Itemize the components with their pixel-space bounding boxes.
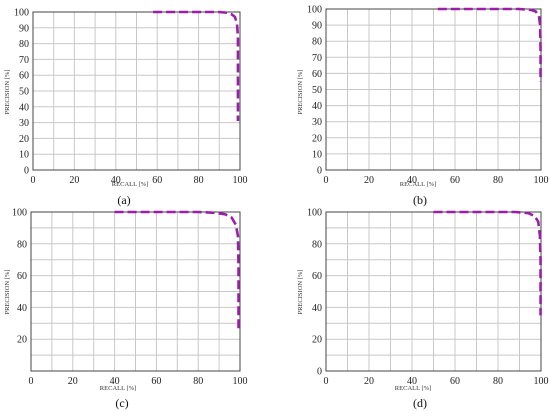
x-tick-label: 20 [364, 175, 374, 186]
x-tick-label: 60 [450, 376, 460, 387]
panel-label: (c) [115, 396, 128, 410]
y-axis-label: PRECISION [%] [297, 270, 304, 315]
y-tick-label: 40 [312, 303, 322, 314]
x-tick-label: 0 [324, 175, 329, 186]
x-axis-label: RECALL [%] [112, 181, 148, 188]
panel-label: (b) [413, 193, 427, 207]
y-tick-label: 80 [17, 239, 27, 250]
y-tick-label: 0 [317, 166, 322, 177]
y-tick-label: 40 [312, 101, 322, 112]
y-tick-label: 50 [312, 85, 322, 96]
x-tick-label: 20 [69, 175, 79, 186]
y-tick-label: 60 [312, 271, 322, 282]
y-tick-label: 90 [19, 23, 29, 34]
y-tick-label: 100 [307, 5, 322, 16]
y-tick-label: 60 [312, 69, 322, 80]
y-tick-label: 0 [317, 367, 322, 378]
x-tick-label: 0 [324, 376, 329, 387]
x-tick-label: 100 [534, 175, 549, 186]
y-tick-label: 100 [12, 208, 27, 219]
chart-panel-2: 0 20 40 60 80 100 0 10 20 30 40 50 60 70 80 90 100 RECALL… [297, 5, 549, 208]
y-tick-label: 60 [19, 71, 29, 82]
y-tick-label: 100 [14, 8, 29, 19]
x-tick-label: 60 [151, 376, 161, 387]
y-tick-label: 10 [312, 149, 322, 160]
x-tick-label: 40 [110, 376, 120, 387]
y-tick-label: 100 [307, 208, 322, 219]
y-tick-label: 60 [17, 271, 27, 282]
panel-label: (a) [117, 193, 130, 207]
precision-recall-curve [437, 7, 542, 82]
y-axis-label: PRECISION [%] [297, 70, 304, 115]
plot-frame [32, 11, 241, 171]
x-tick-label: 0 [29, 376, 34, 387]
x-tick-label: 40 [407, 376, 417, 387]
precision-recall-curve [433, 210, 542, 316]
y-tick-label: 70 [312, 53, 322, 64]
y-tick-label: 70 [19, 55, 29, 66]
x-tick-label: 40 [111, 175, 121, 186]
y-tick-label: 40 [19, 102, 29, 113]
y-tick-label: 30 [312, 117, 322, 128]
precision-recall-curve [114, 210, 240, 332]
x-axis-label: RECALL [%] [100, 385, 136, 392]
x-tick-label: 100 [233, 376, 248, 387]
precision-recall-curve [153, 10, 240, 122]
x-tick-label: 60 [450, 175, 460, 186]
plot-frame [325, 8, 542, 171]
y-tick-label: 20 [312, 335, 322, 346]
chart-panel-4: 0 20 40 60 80 100 0 20 40 60 80 100 RECALL [%] PRECIS… [297, 208, 549, 411]
y-tick-label: 20 [17, 335, 27, 346]
y-tick-label: 30 [19, 118, 29, 129]
y-axis-label: PRECISION [%] [4, 70, 11, 115]
y-tick-label: 80 [312, 37, 322, 48]
x-axis-label: RECALL [%] [395, 385, 431, 392]
y-tick-label: 20 [19, 134, 29, 145]
x-tick-label: 40 [407, 175, 417, 186]
chart-panel-3: 0 20 40 60 80 100 20 40 60 80 100 RECALL [%] PRECISI… [4, 208, 248, 411]
panel-label: (d) [413, 396, 427, 410]
y-tick-label: 10 [19, 150, 29, 161]
y-tick-label: 90 [312, 21, 322, 32]
x-tick-label: 100 [233, 175, 248, 186]
y-tick-label: 0 [24, 166, 29, 177]
y-tick-label: 40 [17, 303, 27, 314]
x-tick-label: 60 [152, 175, 162, 186]
x-tick-label: 80 [493, 376, 503, 387]
x-tick-label: 80 [193, 376, 203, 387]
y-tick-label: 20 [312, 133, 322, 144]
y-tick-label: 80 [19, 39, 29, 50]
x-tick-label: 80 [493, 175, 503, 186]
y-tick-label: 50 [19, 87, 29, 98]
chart-panel-1: 0 20 40 60 80 100 0 10 20 30 40 50 60 70 80 90 100 RECALL… [4, 8, 248, 208]
y-tick-label: 80 [312, 239, 322, 250]
x-tick-label: 100 [534, 376, 549, 387]
x-tick-label: 80 [194, 175, 204, 186]
x-tick-label: 20 [364, 376, 374, 387]
x-tick-label: 0 [31, 175, 36, 186]
x-tick-label: 20 [68, 376, 78, 387]
x-axis-label: RECALL [%] [400, 181, 436, 188]
y-axis-label: PRECISION [%] [4, 270, 11, 315]
